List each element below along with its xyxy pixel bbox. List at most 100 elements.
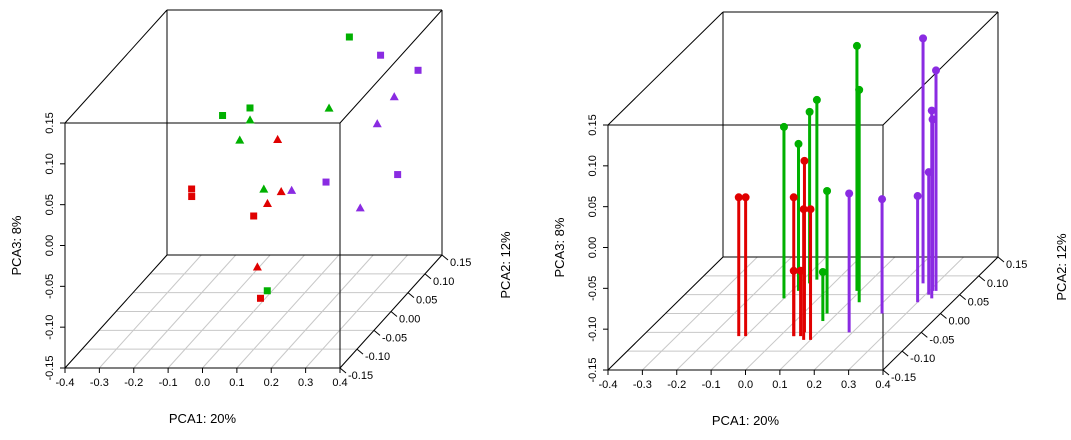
data-point-triangle <box>259 184 269 193</box>
y-tick-mark <box>959 294 966 301</box>
data-point <box>812 95 821 104</box>
y-tick-label: 0.10 <box>433 276 454 288</box>
data-point-square <box>256 294 264 302</box>
cube-edge <box>64 254 168 369</box>
data-point <box>913 192 922 201</box>
data-point <box>855 85 864 94</box>
data-point-triangle <box>252 262 262 271</box>
y-tick-mark <box>407 292 415 299</box>
data-point-square <box>188 193 196 201</box>
y-tick-label: 0.00 <box>399 314 420 326</box>
data-point <box>805 107 814 116</box>
cube-edge <box>64 9 168 124</box>
data-point-square <box>263 287 271 295</box>
data-point-square <box>246 104 254 112</box>
x-tick-label: -0.3 <box>633 379 652 391</box>
y-tick-label: 0.15 <box>1006 259 1027 271</box>
y-tick-label: 0.00 <box>949 316 970 328</box>
y-tick-mark <box>940 313 947 319</box>
data-point-triangle <box>235 135 245 144</box>
data-point <box>779 122 788 131</box>
y-tick-mark <box>424 273 432 280</box>
z-tick-label: -0.10 <box>587 317 599 342</box>
data-point-triangle <box>245 115 255 124</box>
data-point-square <box>345 33 353 41</box>
y-tick-mark <box>978 275 986 282</box>
x-tick-label: 0.4 <box>332 377 347 389</box>
data-point-square <box>250 212 258 220</box>
y-tick-mark <box>390 311 398 317</box>
data-point-triangle <box>273 134 283 143</box>
cube-edge <box>882 11 999 126</box>
x-tick-label: -0.2 <box>124 377 143 389</box>
data-point-square <box>377 51 385 59</box>
data-point <box>878 195 887 204</box>
y-tick-mark <box>356 348 364 355</box>
z-tick-label: 0.10 <box>44 153 56 174</box>
data-point <box>823 187 832 195</box>
z-tick-label: 0.05 <box>587 196 599 217</box>
y-tick-label: -0.15 <box>348 370 373 382</box>
z-tick-label: -0.10 <box>44 315 56 340</box>
x-axis-title: PCA1: 20% <box>712 413 780 428</box>
pca-3d-droplines-panel: -0.4 -0.3 -0.2 -0.1 0.0 0.1 0.2 0.3 0.4-0.15-0.1… <box>552 11 1069 428</box>
data-point <box>789 193 798 202</box>
data-point <box>734 193 743 202</box>
y-axis-title: PCA2: 12% <box>1054 233 1069 301</box>
y-tick-mark <box>901 350 909 357</box>
y-tick-mark <box>921 331 928 338</box>
data-point <box>932 66 940 75</box>
y-tick-label: -0.05 <box>929 334 954 346</box>
y-tick-label: -0.10 <box>365 351 390 363</box>
data-point-triangle <box>372 119 382 128</box>
y-tick-label: 0.10 <box>987 278 1008 290</box>
z-tick-label: 0.00 <box>587 237 599 258</box>
y-tick-mark <box>339 367 347 374</box>
x-tick-label: 0.1 <box>229 377 244 389</box>
x-tick-label: 0.3 <box>841 379 856 391</box>
y-tick-mark <box>997 256 1005 263</box>
data-point-triangle <box>324 103 334 112</box>
data-point <box>799 205 808 214</box>
z-axis-title: PCA3: 8% <box>552 217 567 277</box>
y-tick-label: 0.05 <box>416 295 437 307</box>
data-point <box>800 156 809 165</box>
x-tick-label: 0.3 <box>298 377 313 389</box>
data-point <box>789 266 798 275</box>
y-tick-mark <box>373 329 381 336</box>
data-point <box>818 268 827 277</box>
x-tick-label: -0.4 <box>599 379 618 391</box>
y-tick-label: 0.15 <box>450 257 471 269</box>
z-tick-label: 0.05 <box>44 194 56 215</box>
z-tick-label: -0.05 <box>587 276 599 301</box>
z-tick-label: -0.15 <box>44 355 56 380</box>
data-point-square <box>219 112 227 119</box>
y-tick-label: 0.05 <box>968 297 989 309</box>
y-tick-label: -0.05 <box>382 332 407 344</box>
y-tick-mark <box>882 369 890 376</box>
data-point-triangle <box>287 185 297 194</box>
data-point-square <box>394 171 402 179</box>
x-axis-title: PCA1: 20% <box>169 411 237 426</box>
cube-edge <box>607 11 724 126</box>
x-tick-label: -0.4 <box>56 377 75 389</box>
cube-edge <box>339 9 443 124</box>
x-tick-label: 0.0 <box>738 379 753 391</box>
z-tick-label: 0.10 <box>587 155 599 176</box>
data-point-triangle <box>262 198 272 208</box>
data-point-triangle <box>389 92 399 101</box>
pca-3d-scatter-panel: -0.4 -0.3 -0.2 -0.1 0.0 0.1 0.2 0.3 0.4-0.15-0.1… <box>9 9 513 426</box>
cube-edge <box>607 256 724 371</box>
x-tick-label: 0.2 <box>807 379 822 391</box>
z-tick-label: -0.05 <box>44 274 56 299</box>
y-axis-title: PCA2: 12% <box>498 231 513 299</box>
data-point-square <box>414 66 422 74</box>
data-point-square <box>322 178 330 186</box>
data-point-triangle <box>276 187 286 196</box>
y-tick-mark <box>441 254 449 261</box>
z-tick-label: -0.15 <box>587 357 599 382</box>
data-point <box>852 41 861 50</box>
y-tick-label: -0.10 <box>910 353 935 365</box>
x-tick-label: 0.1 <box>772 379 787 391</box>
